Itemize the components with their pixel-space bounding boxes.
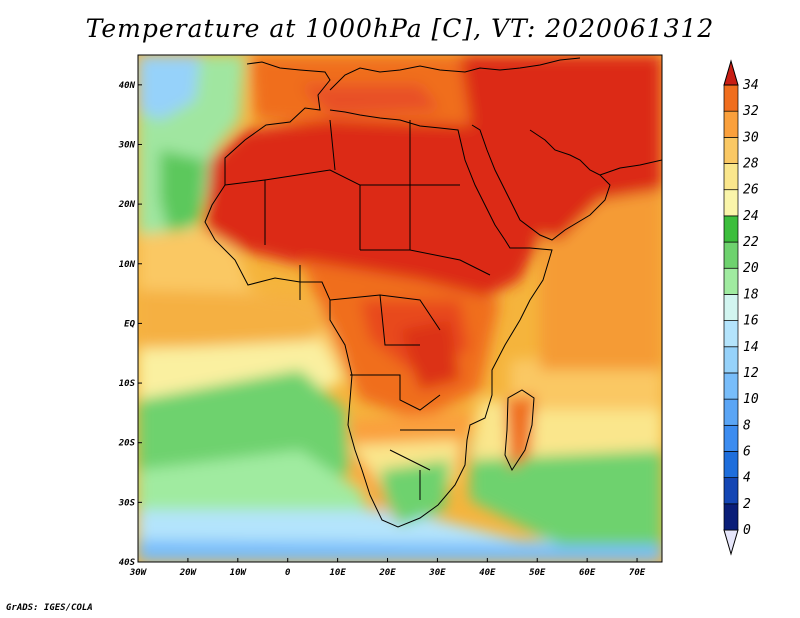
lon-tick-label: 50E bbox=[529, 568, 546, 578]
coastlines bbox=[204, 57, 662, 528]
latitude-axis: 40S 30S 20S 10S EQ 10N 20N 30N 40N bbox=[118, 81, 142, 568]
colorbar-label: 32 bbox=[742, 104, 759, 119]
plot-frame bbox=[137, 54, 663, 563]
colorbar-swatch bbox=[723, 503, 739, 531]
colorbar-label: 12 bbox=[743, 366, 759, 381]
colorbar-swatch bbox=[723, 424, 739, 452]
lat-tick-label: EQ bbox=[124, 319, 135, 329]
colorbar-label: 30 bbox=[742, 130, 759, 145]
colorbar-swatch bbox=[723, 163, 739, 191]
lon-tick-label: 70E bbox=[629, 568, 646, 578]
lat-tick-label: 40N bbox=[119, 81, 136, 91]
credit-label: GrADS: IGES/COLA bbox=[6, 603, 93, 613]
colorbar-label: 16 bbox=[743, 314, 759, 329]
lat-tick-label: 10S bbox=[119, 379, 136, 389]
colorbar-label: 2 bbox=[743, 497, 751, 512]
temperature-field bbox=[138, 55, 662, 562]
colorbar-label: 10 bbox=[743, 392, 759, 407]
colorbar-label: 6 bbox=[743, 444, 751, 459]
lat-tick-label: 40S bbox=[119, 558, 136, 568]
colorbar-swatch bbox=[723, 189, 739, 217]
colorbar-swatch bbox=[723, 137, 739, 164]
colorbar-swatch bbox=[723, 215, 739, 243]
lat-tick-label: 20S bbox=[118, 439, 136, 449]
lat-tick-label: 30N bbox=[118, 140, 136, 150]
map-title: Temperature at 1000hPa [C], VT: 20200613… bbox=[85, 14, 715, 43]
colorbar-swatch bbox=[723, 294, 739, 321]
colorbar-label: 34 bbox=[742, 78, 759, 93]
lon-tick-label: 10W bbox=[230, 568, 248, 578]
lat-tick-label: 10N bbox=[119, 260, 136, 270]
colorbar-swatch bbox=[723, 320, 739, 348]
colorbar-label: 24 bbox=[743, 209, 759, 224]
colorbar-swatch bbox=[723, 346, 739, 374]
longitude-axis: 30W 20W 10W 0 10E 20E 30E 40E 50E 60E 70E bbox=[129, 558, 646, 578]
colorbar-min-triangle bbox=[723, 529, 739, 556]
colorbar-label: 20 bbox=[743, 261, 759, 276]
lat-tick-label: 20N bbox=[118, 200, 136, 210]
colorbar-label: 26 bbox=[743, 183, 759, 198]
colorbar-swatch bbox=[723, 241, 739, 269]
lon-tick-label: 30E bbox=[428, 568, 446, 578]
colorbar-label: 4 bbox=[743, 471, 751, 486]
lat-tick-label: 30S bbox=[118, 498, 136, 508]
lon-tick-label: 20W bbox=[179, 568, 198, 578]
colorbar-swatch bbox=[723, 477, 739, 505]
colorbar-label: 22 bbox=[743, 235, 759, 250]
colorbar-label: 18 bbox=[743, 287, 759, 302]
colorbar-swatch bbox=[723, 84, 739, 112]
colorbar-label: 0 bbox=[743, 523, 751, 538]
lon-tick-label: 0 bbox=[285, 568, 291, 578]
colorbar-swatch bbox=[723, 267, 739, 295]
lon-tick-label: 40E bbox=[479, 568, 496, 578]
colorbar-label: 14 bbox=[743, 340, 759, 355]
lon-tick-label: 20E bbox=[378, 568, 396, 578]
colorbar-swatch bbox=[723, 398, 739, 426]
colorbar-swatch bbox=[723, 451, 739, 478]
colorbar-label: 8 bbox=[743, 418, 751, 433]
colorbar-label: 28 bbox=[743, 157, 759, 172]
colorbar-swatch bbox=[723, 110, 739, 138]
lon-tick-label: 30W bbox=[129, 568, 148, 578]
lon-tick-label: 60E bbox=[579, 568, 596, 578]
colorbar-max-triangle bbox=[723, 59, 739, 86]
lon-tick-label: 10E bbox=[329, 568, 346, 578]
colorbar-swatch bbox=[723, 372, 739, 400]
